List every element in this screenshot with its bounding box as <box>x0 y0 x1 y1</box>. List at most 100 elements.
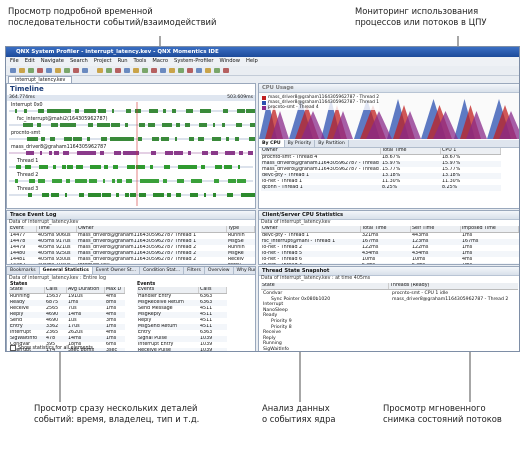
tree-item[interactable]: Reply <box>263 335 276 341</box>
toolbar-icon[interactable] <box>169 68 175 73</box>
toolbar-icon[interactable] <box>37 68 43 73</box>
table-row[interactable]: mass_driver8@graham1164305962787 - Threa… <box>261 167 501 173</box>
tab[interactable]: Condition Stat... <box>140 267 185 274</box>
tab[interactable]: Bookmarks <box>7 267 40 274</box>
toolbar-icon[interactable] <box>19 68 25 73</box>
toolbar-icon[interactable] <box>28 68 34 73</box>
tab[interactable]: General Statistics <box>39 267 93 274</box>
tree-item[interactable]: Running <box>263 341 282 347</box>
table-row[interactable]: 14482405ms 104usInterrupt 0x0Entry <box>9 263 255 264</box>
table-row[interactable]: devc-pty - Thread 1 321ms 443ms 1ms <box>261 233 519 239</box>
toolbar-icon[interactable] <box>178 68 184 73</box>
toolbar-icon[interactable] <box>73 68 79 73</box>
table-row[interactable]: Interrupt Entry 1039 <box>137 342 227 348</box>
toolbar-icon[interactable] <box>106 68 112 73</box>
tab[interactable]: Event Owner St... <box>93 267 141 274</box>
table-row[interactable]: 14478 405ms 917us mass_driver8@graham11643… <box>9 239 255 245</box>
tab[interactable]: By CPU <box>259 140 285 147</box>
menu-item[interactable]: Project <box>93 58 112 64</box>
tab[interactable]: Overview <box>205 267 234 274</box>
table-row[interactable]: MsgSend Return 4511 <box>137 324 227 330</box>
toolbar-icon[interactable] <box>46 68 52 73</box>
tree-item[interactable]: Priority 9 <box>271 319 292 324</box>
table-row[interactable]: io-net - Thread 6 10ms 10ms 4ms <box>261 257 519 263</box>
toolbar-icon[interactable] <box>10 68 16 73</box>
tree-item[interactable]: Sync Pointer 0x080b1020 <box>271 296 331 302</box>
toolbar-icon[interactable] <box>205 68 211 73</box>
table-row[interactable]: SigWaitInfo 478 14ms 1ms <box>9 336 125 342</box>
table-row[interactable]: Entry 6363 <box>137 330 227 336</box>
table-row[interactable]: Handler Entry 6363 <box>137 294 227 300</box>
menu-item[interactable]: Search <box>70 58 88 64</box>
tree-item[interactable]: Interrupt <box>263 302 284 308</box>
menu-item[interactable]: Window <box>219 58 240 64</box>
toolbar-icon[interactable] <box>115 68 121 73</box>
table-row[interactable]: io-net - Thread 5 434ms 434ms 1ms <box>261 251 519 257</box>
table-row[interactable]: 14480 405ms 925us mass_driver8@graham11643… <box>9 251 255 257</box>
menu-item[interactable]: Macro <box>152 58 169 64</box>
toolbar-icon[interactable] <box>97 68 103 73</box>
toolbar-icon[interactable] <box>124 68 130 73</box>
thread-item[interactable]: procnto-smt - CPU 1 idle <box>392 291 449 296</box>
toolbar-icon[interactable] <box>214 68 220 73</box>
tree-item[interactable]: Ready <box>263 313 278 319</box>
toolbar-icon[interactable] <box>151 68 157 73</box>
menu-item[interactable]: Tools <box>133 58 147 64</box>
tab[interactable]: Why Running? <box>234 267 255 274</box>
client-server-stats-panel: Client/Server CPU Statistics Data of int… <box>258 210 519 265</box>
table-row[interactable]: Signal Pulse 1039 <box>137 336 227 342</box>
table-row[interactable]: io-net - Thread 362ms62ms1ms <box>261 263 519 264</box>
tree-item[interactable]: Priority 8 <box>271 324 292 330</box>
toolbar-icon[interactable] <box>64 68 70 73</box>
toolbar-icon[interactable] <box>55 68 61 73</box>
tab[interactable]: Filters <box>184 267 205 274</box>
table-row[interactable]: Send 4690 1us 3ms <box>9 318 125 324</box>
menu-item[interactable]: Navigate <box>40 58 65 64</box>
menu-item[interactable]: Edit <box>24 58 35 64</box>
table-row[interactable]: 14481 405ms 930us mass_driver8@graham11643… <box>9 257 255 263</box>
table-row[interactable]: Ready 6875 1ms 8ms <box>9 300 125 306</box>
table-row[interactable]: Reply 4511 <box>137 318 227 324</box>
toolbar-icon[interactable] <box>223 68 229 73</box>
table-row[interactable]: procnto-smt - Thread 4 18.67% 18.67% <box>261 155 501 161</box>
menu-item[interactable]: System-Profiler <box>174 58 214 64</box>
toolbar-icon[interactable] <box>187 68 193 73</box>
table-row[interactable]: Receive Pulse 1039 <box>137 348 227 351</box>
toolbar-icon[interactable] <box>142 68 148 73</box>
tab[interactable]: By Partition <box>315 140 349 147</box>
menu-item[interactable]: File <box>10 58 19 64</box>
toolbar-icon[interactable] <box>196 68 202 73</box>
toolbar-icon[interactable] <box>133 68 139 73</box>
table-row[interactable]: qconn - Thread 1 8.25% 8.25% <box>261 185 501 191</box>
tree-item[interactable]: NanoSleep <box>263 307 288 313</box>
table-row[interactable]: mass_driver8@graham1164305962787 - Threa… <box>261 161 501 167</box>
table-row[interactable]: MsgReceive Return 6363 <box>137 300 227 306</box>
table-row[interactable]: Send Message 4511 <box>137 306 227 312</box>
table-row[interactable]: Running 15637 191us 4ms <box>9 294 125 300</box>
table-row[interactable]: 14477 405ms 906us mass_driver8@graham11643… <box>9 233 255 239</box>
table-row[interactable]: 14479 405ms 921us mass_driver8@graham11643… <box>9 245 255 251</box>
tab[interactable]: By Priority <box>285 140 316 147</box>
tree-item[interactable]: Receive <box>263 330 281 336</box>
menu-item[interactable]: Help <box>245 58 258 64</box>
column-header: Imposed Time <box>461 226 519 232</box>
table-row[interactable]: io-net - Thread 1 11.30% 11.30% <box>261 179 501 185</box>
thread-item[interactable]: mass_driver8@graham1164305962787 - Threa… <box>392 296 509 302</box>
table-row[interactable]: Condvar 395 18ms 6ms <box>9 342 125 348</box>
table-row[interactable]: Interrupt 174 3sec 88ms 3sec <box>9 348 125 351</box>
table-row[interactable]: io-net - Thread 2 122ms 122ms 1ms <box>261 245 519 251</box>
menu-item[interactable]: Run <box>117 58 128 64</box>
table-row[interactable]: fsc_interrupt@mahi - Thread 1 167ms 123ms 1… <box>261 239 519 245</box>
table-row[interactable]: Interrupt 2365 262us 4ms <box>9 330 125 336</box>
tree-item[interactable]: Condvar <box>263 291 283 296</box>
table-row[interactable]: Reply 4690 14ms 4ms <box>9 312 125 318</box>
toolbar-icon[interactable] <box>160 68 166 73</box>
table-row[interactable]: devc-pty - Thread 1 13.18% 13.18% <box>261 173 501 179</box>
toolbar-icon[interactable] <box>82 68 88 73</box>
table-row[interactable]: Receive 2565 7us 1ms <box>9 306 125 312</box>
checkbox[interactable]: Show statistics for all elements. <box>10 345 94 351</box>
tree-item[interactable]: SigWaitInfo <box>263 347 289 352</box>
editor-tab[interactable]: interrupt_latency.kev <box>8 76 73 84</box>
table-row[interactable]: MsgReply 4511 <box>137 312 227 318</box>
table-row[interactable]: Entry 3362 17us 1ms <box>9 324 125 330</box>
